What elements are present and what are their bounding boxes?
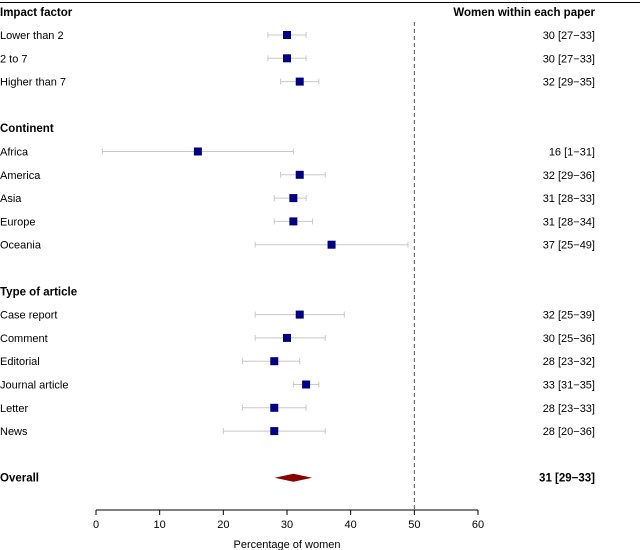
row-value: 32 [29−35]: [543, 77, 595, 89]
forest-row: Oceania 37 [25−49]: [0, 240, 595, 252]
x-tick-label: 40: [345, 519, 357, 531]
right-column-header: Women within each paper: [453, 7, 595, 19]
row-label: Lower than 2: [0, 30, 64, 42]
row-value: 32 [29−36]: [543, 170, 595, 182]
forest-row: Higher than 7 32 [29−35]: [0, 77, 595, 89]
point-estimate-marker: [283, 54, 291, 63]
forest-row: Europe 31 [28−34]: [0, 216, 595, 228]
row-label: America: [0, 170, 41, 182]
forest-row: Comment 30 [25−36]: [0, 333, 595, 345]
row-label: Africa: [0, 147, 29, 159]
forest-row: 2 to 7 30 [27−33]: [0, 53, 595, 65]
point-estimate-marker: [295, 77, 304, 86]
group-heading: Continent: [0, 123, 54, 135]
point-estimate-marker: [295, 310, 304, 319]
point-estimate-marker: [289, 217, 298, 226]
x-tick-label: 30: [281, 519, 293, 531]
x-tick-label: 20: [217, 519, 229, 531]
row-label: Journal article: [0, 380, 68, 392]
overall-value: 31 [29−33]: [539, 473, 595, 485]
point-estimate-marker: [270, 357, 279, 366]
row-label: Oceania: [0, 240, 42, 252]
point-estimate-marker: [270, 403, 279, 412]
overall-summary: Overall 31 [29−33]: [0, 473, 595, 485]
forest-row: Case report 32 [25−39]: [0, 310, 595, 322]
row-value: 30 [27−33]: [543, 30, 595, 42]
x-tick-label: 50: [408, 519, 420, 531]
row-label: Case report: [0, 310, 57, 322]
point-estimate-marker: [289, 194, 298, 203]
row-value: 16 [1−31]: [549, 147, 595, 159]
point-estimate-marker: [270, 427, 279, 436]
row-value: 30 [25−36]: [543, 333, 595, 345]
row-value: 28 [23−32]: [543, 356, 595, 368]
forest-row: Lower than 2 30 [27−33]: [0, 30, 595, 42]
x-tick-label: 0: [93, 519, 99, 531]
row-label: Higher than 7: [0, 77, 66, 89]
forest-row: News 28 [20−36]: [0, 426, 595, 438]
row-value: 30 [27−33]: [543, 53, 595, 65]
left-column-header: Impact factor: [0, 7, 73, 19]
row-label: 2 to 7: [0, 53, 28, 65]
forest-row: America 32 [29−36]: [0, 170, 595, 182]
x-tick-label: 10: [154, 519, 166, 531]
row-value: 32 [25−39]: [543, 310, 595, 322]
row-value: 28 [23−33]: [543, 403, 595, 415]
row-label: Letter: [0, 403, 28, 415]
row-value: 37 [25−49]: [543, 240, 595, 252]
overall-label: Overall: [0, 473, 39, 485]
row-label: Editorial: [0, 356, 40, 368]
point-estimate-marker: [193, 147, 202, 156]
forest-rows: Lower than 2 30 [27−33] 2 to 7 30 [27−33] Hi…: [0, 30, 595, 438]
forest-row: Journal article 33 [31−35]: [0, 380, 595, 392]
point-estimate-marker: [327, 240, 336, 249]
row-value: 31 [28−34]: [543, 216, 595, 228]
row-label: Europe: [0, 216, 35, 228]
point-estimate-marker: [283, 333, 291, 342]
row-label: Asia: [0, 193, 22, 205]
group-heading: Type of article: [0, 286, 77, 298]
row-value: 28 [20−36]: [543, 426, 595, 438]
row-label: News: [0, 426, 28, 438]
row-value: 31 [28−33]: [543, 193, 595, 205]
forest-row: Africa 16 [1−31]: [0, 147, 595, 159]
x-axis-label: Percentage of women: [233, 539, 340, 550]
overall-diamond: [274, 473, 313, 482]
row-value: 33 [31−35]: [543, 380, 595, 392]
point-estimate-marker: [283, 31, 291, 39]
x-axis: 0 10 20 30 40 50 60: [93, 509, 484, 531]
forest-row: Asia 31 [28−33]: [0, 193, 595, 205]
forest-row: Editorial 28 [23−32]: [0, 356, 595, 368]
point-estimate-marker: [302, 380, 311, 389]
row-label: Comment: [0, 333, 48, 345]
point-estimate-marker: [295, 170, 304, 179]
forest-row: Letter 28 [23−33]: [0, 403, 595, 415]
x-tick-label: 60: [472, 519, 484, 531]
